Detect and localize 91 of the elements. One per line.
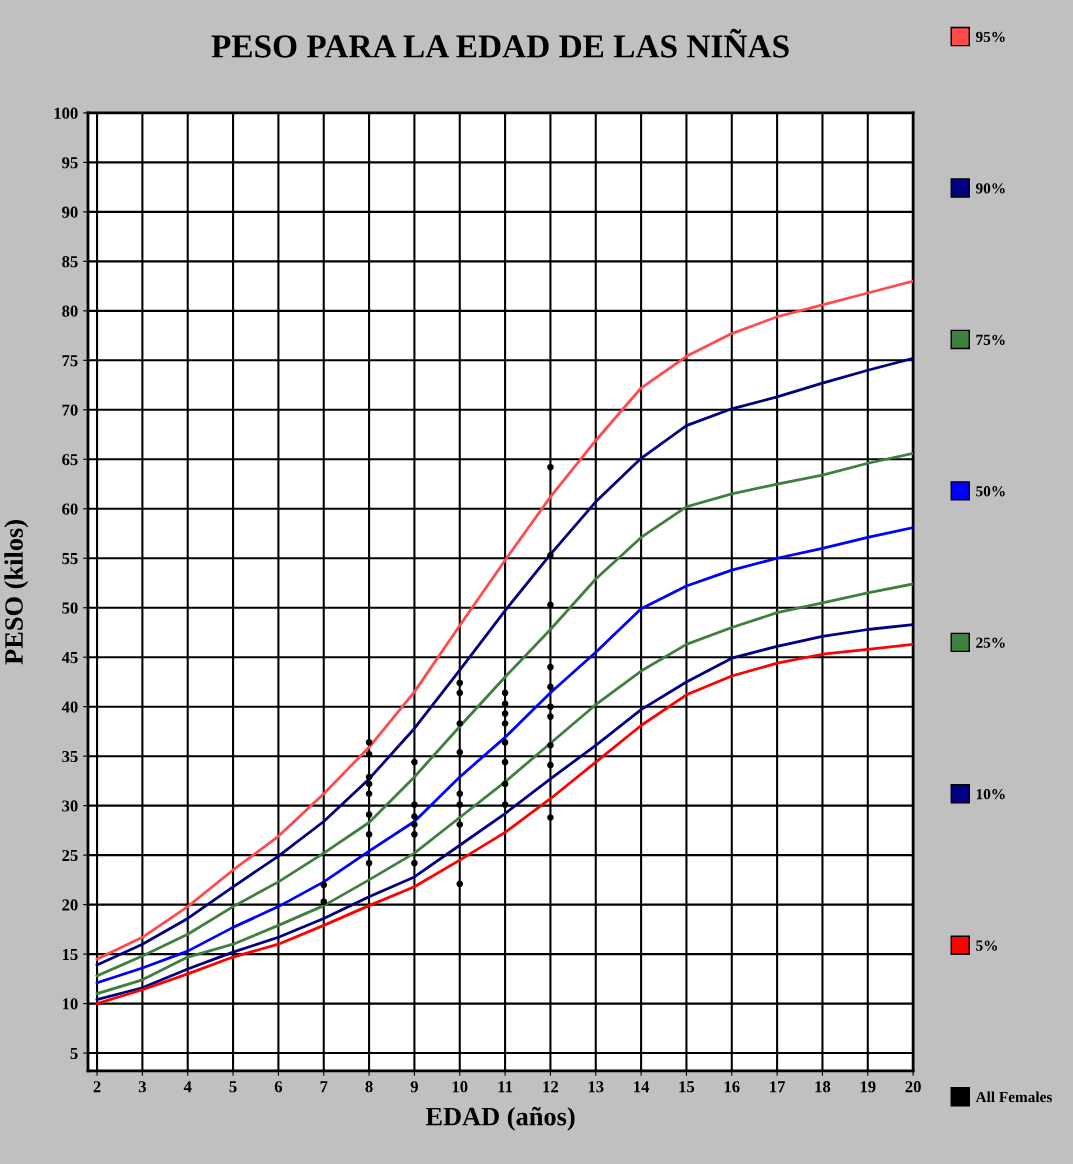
- point: [501, 801, 509, 808]
- legend-label: 95%: [975, 31, 1005, 43]
- chart-title: PESO PARA LA EDAD DE LAS NIÑAS: [211, 28, 789, 58]
- y-tick-label: 50: [62, 602, 78, 614]
- point: [501, 720, 509, 727]
- x-tick-label: 6: [274, 1081, 283, 1093]
- x-tick-label: 14: [634, 1081, 650, 1093]
- x-tick-label: 15: [679, 1081, 695, 1093]
- line-series: [95, 451, 914, 978]
- point: [365, 773, 373, 781]
- y-tick-label: 55: [62, 553, 78, 565]
- y-tick-label: 5: [70, 1047, 78, 1060]
- y-tick-label: 20: [62, 899, 78, 911]
- point: [456, 880, 464, 888]
- x-tick-label: 12: [543, 1081, 559, 1093]
- y-tick-label: 15: [62, 948, 78, 961]
- x-tick-label: 9: [410, 1081, 418, 1093]
- y-tick-label: 40: [61, 701, 78, 713]
- x-tick-label: 4: [183, 1081, 192, 1093]
- point: [411, 831, 418, 838]
- x-axis-title: EDAD (años): [425, 1106, 575, 1131]
- x-tick-label: 11: [498, 1081, 513, 1093]
- point: [365, 811, 373, 818]
- point: [456, 790, 464, 798]
- point: [547, 683, 554, 691]
- point: [411, 821, 418, 828]
- x-tick-label: 5: [229, 1081, 237, 1093]
- point: [365, 739, 373, 746]
- x-tick-label: 10: [452, 1081, 468, 1093]
- point: [365, 790, 373, 798]
- point: [547, 663, 554, 671]
- point: [456, 689, 464, 697]
- x-tick-label: 18: [815, 1081, 831, 1093]
- point: [411, 859, 418, 867]
- legend-label: 5%: [976, 940, 998, 951]
- point: [365, 831, 373, 838]
- point: [501, 780, 509, 788]
- point: [365, 780, 373, 788]
- y-tick-label: 30: [62, 800, 78, 812]
- point: [501, 710, 509, 717]
- y-tick-label: 65: [62, 454, 78, 466]
- y-tick-label: 85: [62, 256, 78, 268]
- point: [547, 761, 554, 769]
- point: [547, 551, 554, 559]
- y-tick-label: 100: [54, 107, 78, 119]
- y-tick-label: 90: [62, 206, 78, 218]
- point: [501, 758, 509, 766]
- point: [501, 689, 509, 697]
- x-tick-label: 17: [770, 1081, 786, 1093]
- point: [501, 739, 509, 746]
- point: [547, 463, 554, 471]
- y-tick-label: 60: [62, 503, 78, 515]
- legend-label: 50%: [976, 486, 1005, 497]
- x-tick-label: 13: [588, 1081, 604, 1093]
- x-tick-label: 8: [365, 1081, 373, 1093]
- legend-label: 75%: [976, 334, 1005, 345]
- point: [365, 750, 373, 758]
- x-tick-label: 16: [724, 1081, 740, 1093]
- y-tick-label: 35: [62, 750, 78, 763]
- point: [547, 713, 554, 720]
- x-tick-label: 20: [905, 1081, 921, 1093]
- y-axis-title: PESO (kilos): [4, 520, 29, 665]
- y-tick-label: 25: [62, 849, 78, 862]
- x-tick-label: 7: [320, 1081, 328, 1093]
- y-tick-label: 95: [62, 157, 78, 169]
- x-tick-label: 3: [138, 1081, 146, 1093]
- point: [411, 801, 418, 808]
- point: [411, 758, 418, 766]
- legend-label: 25%: [976, 637, 1005, 648]
- point: [456, 720, 464, 727]
- point: [456, 748, 464, 756]
- point: [365, 859, 373, 867]
- point: [547, 703, 554, 710]
- y-tick-label: 10: [62, 998, 78, 1010]
- point: [320, 881, 328, 889]
- y-tick-label: 80: [62, 305, 78, 317]
- point: [456, 679, 464, 687]
- point: [411, 813, 418, 820]
- x-tick-label: 2: [93, 1081, 101, 1093]
- point: [320, 898, 328, 905]
- legend-label: 90%: [975, 183, 1005, 194]
- y-tick-label: 70: [62, 404, 78, 416]
- y-tick-label: 75: [62, 355, 78, 367]
- y-tick-label: 45: [61, 652, 78, 664]
- x-tick-label: 19: [860, 1081, 876, 1093]
- point: [547, 741, 554, 749]
- legend-label: All Females: [975, 1091, 1052, 1103]
- point: [456, 821, 464, 828]
- point: [547, 814, 554, 821]
- point: [456, 801, 464, 808]
- legend-label: 10%: [976, 788, 1005, 800]
